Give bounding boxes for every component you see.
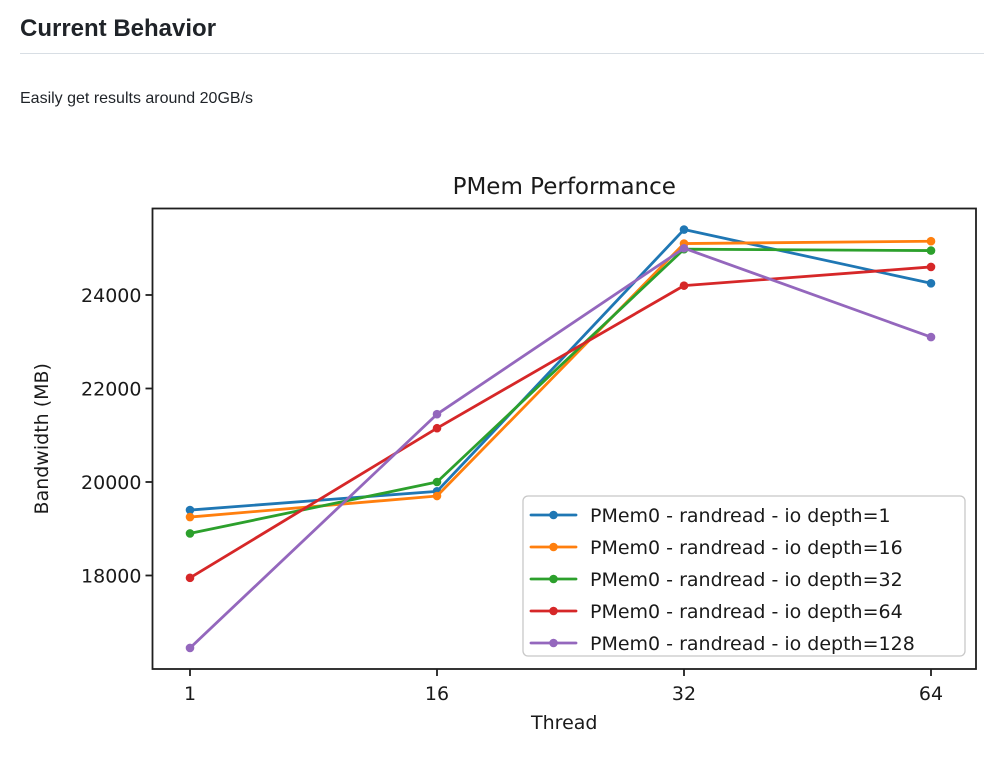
chart-title: PMem Performance xyxy=(453,174,676,200)
series-marker-3 xyxy=(185,573,195,583)
series-marker-2 xyxy=(432,477,442,487)
series-marker-1 xyxy=(926,236,936,246)
series-marker-2 xyxy=(926,246,936,255)
y-tick-label: 18000 xyxy=(81,565,141,587)
series-marker-0 xyxy=(185,505,195,515)
legend-marker xyxy=(549,606,558,616)
legend-marker xyxy=(549,510,558,520)
y-tick-label: 24000 xyxy=(81,285,141,307)
legend-label: PMem0 - randread - io depth=16 xyxy=(590,537,903,559)
series-marker-4 xyxy=(926,332,936,342)
y-axis-label: Bandwidth (MB) xyxy=(31,363,53,514)
series-marker-2 xyxy=(185,529,195,538)
series-marker-3 xyxy=(679,281,689,290)
page-title: Current Behavior xyxy=(20,0,984,54)
x-tick-label: 32 xyxy=(672,683,696,705)
legend-marker xyxy=(549,574,558,584)
x-axis-label: Thread xyxy=(530,712,597,734)
intro-text: Easily get results around 20GB/s xyxy=(20,90,254,107)
series-marker-4 xyxy=(679,243,689,253)
legend-label: PMem0 - randread - io depth=64 xyxy=(590,601,903,623)
series-marker-0 xyxy=(926,279,936,288)
series-marker-1 xyxy=(432,491,442,501)
y-tick-label: 22000 xyxy=(81,378,141,400)
series-marker-3 xyxy=(926,262,936,272)
pmem-performance-chart: 1 16 32 64 18000 20000 22000 24000 PMem Performa… xyxy=(31,174,977,734)
chart-figure: 1 16 32 64 18000 20000 22000 24000 PMem Performa… xyxy=(0,158,1004,752)
series-marker-4 xyxy=(185,643,195,653)
legend-box xyxy=(522,495,966,657)
legend-label: PMem0 - randread - io depth=32 xyxy=(590,569,903,591)
series-line-3 xyxy=(188,265,933,580)
series-line-4 xyxy=(188,246,933,650)
legend-label: PMem0 - randread - io depth=128 xyxy=(590,633,915,655)
series-marker-4 xyxy=(432,409,442,419)
series-marker-0 xyxy=(679,225,689,234)
x-tick-label: 1 xyxy=(184,683,196,705)
series-line-2 xyxy=(188,247,933,535)
series-marker-3 xyxy=(432,423,442,433)
x-tick-label: 64 xyxy=(919,683,943,705)
legend-label: PMem0 - randread - io depth=1 xyxy=(590,505,891,527)
series-line-0 xyxy=(188,228,933,512)
plot-frame xyxy=(151,207,977,670)
series-line-1 xyxy=(188,239,933,519)
legend-marker xyxy=(549,638,558,648)
legend-marker xyxy=(549,542,558,552)
series-marker-1 xyxy=(185,512,195,522)
y-tick-label: 20000 xyxy=(81,472,141,494)
x-tick-label: 16 xyxy=(425,683,449,705)
